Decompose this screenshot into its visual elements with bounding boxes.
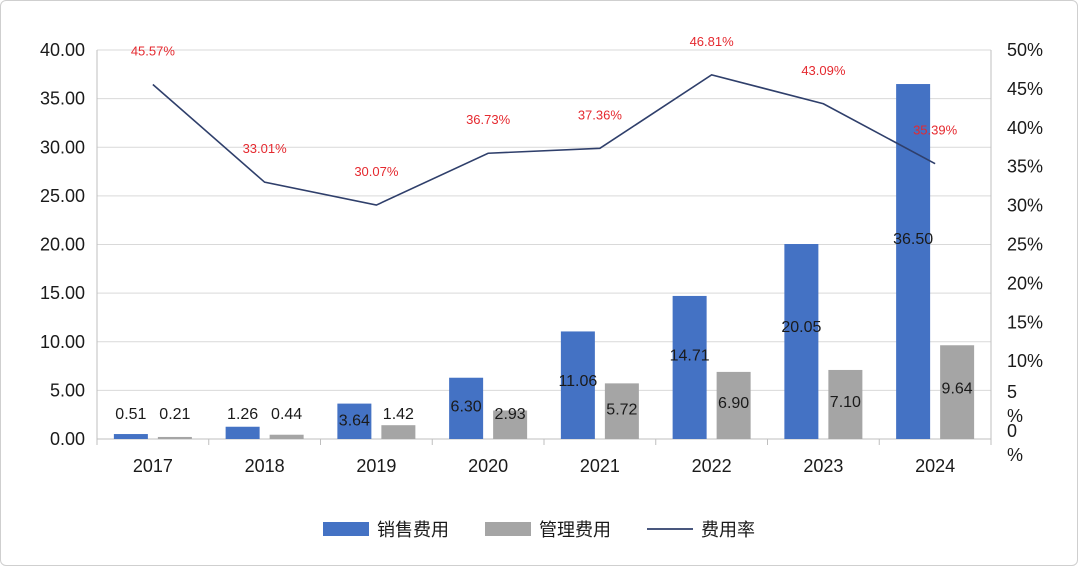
x-tick-label: 2024	[915, 456, 955, 476]
x-tick-label: 2022	[692, 456, 732, 476]
rate-line	[153, 75, 935, 205]
right-tick-label: 25%	[1007, 235, 1043, 255]
bar-data-label: 0.21	[159, 406, 190, 423]
x-tick-label: 2017	[133, 456, 173, 476]
bars	[114, 84, 974, 439]
right-tick-label: 40%	[1007, 118, 1043, 138]
bar	[673, 296, 707, 439]
x-tick-label: 2021	[580, 456, 620, 476]
right-tick-label: 50%	[1007, 40, 1043, 60]
right-tick-label: 10%	[1007, 351, 1043, 371]
bar	[226, 427, 260, 439]
bar-data-label: 6.30	[451, 398, 482, 415]
bar-data-label: 14.71	[670, 347, 710, 364]
legend-item: 管理费用	[485, 520, 611, 541]
x-tick-label: 2018	[245, 456, 285, 476]
bar-data-label: 20.05	[781, 319, 821, 336]
right-tick-label: 35%	[1007, 157, 1043, 177]
right-tick-label: 0%	[1007, 421, 1023, 465]
bar-data-label: 1.42	[383, 406, 414, 423]
bar-data-label: 3.64	[339, 413, 370, 430]
right-tick-label: 20%	[1007, 273, 1043, 293]
legend-item: 费用率	[647, 520, 755, 541]
bar-data-label: 9.64	[942, 380, 973, 397]
rate-data-label: 45.57%	[131, 43, 176, 58]
rate-data-label: 37.36%	[578, 107, 623, 122]
right-tick-label: 30%	[1007, 196, 1043, 216]
bar-data-label: 0.51	[115, 406, 146, 423]
legend: 销售费用 管理费用 费用率	[323, 520, 755, 541]
right-tick-label: 45%	[1007, 79, 1043, 99]
legend-label: 费用率	[701, 520, 755, 541]
right-tick-label: 5%	[1007, 382, 1023, 426]
rate-data-label: 33.01%	[243, 141, 288, 156]
bar-data-label: 0.44	[271, 406, 302, 423]
gridlines	[97, 50, 991, 390]
rate-data-label: 46.81%	[690, 34, 735, 49]
x-tick-label: 2023	[803, 456, 843, 476]
bar-data-label: 2.93	[495, 406, 526, 423]
bar-data-label: 1.26	[227, 406, 258, 423]
left-tick-label: 15.00	[40, 283, 85, 303]
legend-item: 销售费用	[323, 520, 449, 541]
bar-data-label: 6.90	[718, 395, 749, 412]
left-tick-label: 30.00	[40, 137, 85, 157]
bar	[158, 437, 192, 439]
legend-label: 管理费用	[539, 520, 611, 541]
x-tick-label: 2020	[468, 456, 508, 476]
left-tick-label: 10.00	[40, 332, 85, 352]
right-tick-label: 15%	[1007, 312, 1043, 332]
left-tick-label: 20.00	[40, 235, 85, 255]
legend-swatch	[485, 522, 531, 536]
bar-data-label: 5.72	[606, 401, 637, 418]
bar	[784, 244, 818, 439]
bar-data-label: 7.10	[830, 394, 861, 411]
rate-data-label: 35.39%	[913, 123, 958, 138]
left-tick-label: 40.00	[40, 40, 85, 60]
rate-polyline	[153, 75, 935, 205]
left-tick-label: 35.00	[40, 89, 85, 109]
left-tick-label: 5.00	[50, 380, 85, 400]
rate-data-label: 36.73%	[466, 112, 511, 127]
x-tick-label: 2019	[356, 456, 396, 476]
legend-swatch	[323, 522, 369, 536]
left-tick-label: 0.00	[50, 429, 85, 449]
bar	[114, 434, 148, 439]
bar-data-label: 11.06	[558, 373, 597, 390]
bar	[270, 435, 304, 439]
bar-data-label: 36.50	[893, 231, 933, 248]
bar	[381, 425, 415, 439]
rate-data-label: 43.09%	[801, 63, 846, 78]
left-tick-label: 25.00	[40, 186, 85, 206]
rate-data-label: 30.07%	[354, 164, 399, 179]
legend-label: 销售费用	[377, 520, 449, 541]
